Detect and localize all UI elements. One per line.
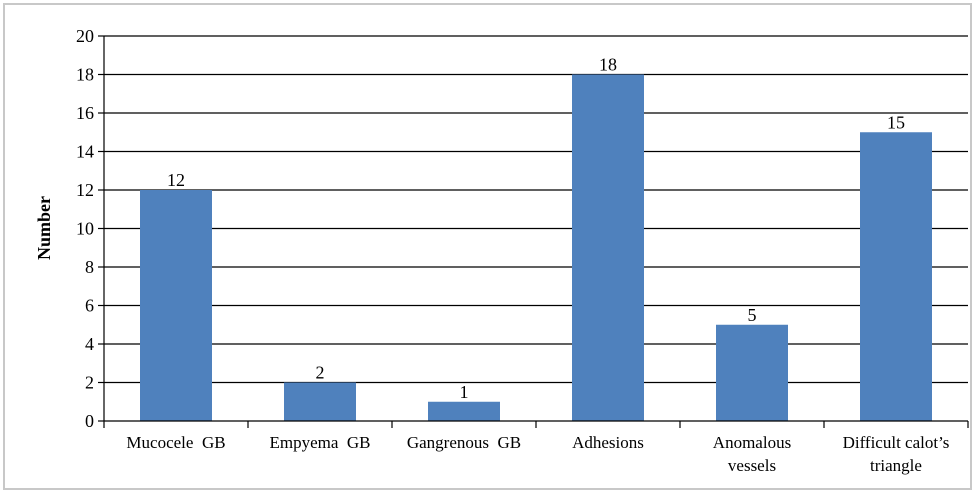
data-label: 15 [887, 112, 905, 132]
x-category-label-line: triangle [870, 456, 922, 475]
x-category-label-line: Difficult calot’s [843, 433, 950, 452]
data-label: 18 [599, 55, 617, 75]
y-tick-labels: 0 2 4 6 8 10 12 14 16 18 20 [76, 26, 94, 431]
y-tick-label: 10 [76, 219, 94, 239]
data-label: 12 [167, 170, 185, 190]
bar [716, 324, 788, 421]
data-labels: 12 2 1 18 5 15 [167, 55, 905, 402]
bar [428, 401, 500, 421]
data-label: 1 [460, 382, 469, 402]
x-category-label-line: Gangrenous GB [407, 433, 521, 452]
x-category-label-line: Adhesions [572, 433, 644, 452]
x-category-label-line: Anomalous [713, 433, 791, 452]
bar [860, 132, 932, 421]
x-category-label-line: vessels [728, 456, 776, 475]
x-category-label: Gangrenous GB [407, 433, 521, 452]
y-tick-label: 8 [85, 257, 94, 277]
y-tick-label: 0 [85, 411, 94, 431]
y-tick-label: 6 [85, 296, 94, 316]
bar [284, 382, 356, 421]
data-label: 2 [316, 363, 325, 383]
x-category-label: Anomalous vessels [713, 433, 791, 475]
bar [140, 190, 212, 421]
bars [140, 74, 932, 421]
x-category-label-line: Mucocele GB [126, 433, 225, 452]
x-category-label-line: Empyema GB [269, 433, 370, 452]
y-tick-label: 14 [76, 142, 94, 162]
y-tick-label: 16 [76, 103, 94, 123]
y-tick-label: 4 [85, 334, 94, 354]
data-label: 5 [748, 305, 757, 325]
x-category-label: Difficult calot’s triangle [843, 433, 950, 475]
bar [572, 74, 644, 421]
x-category-labels: Mucocele GB Empyema GB Gangrenous GB Adhesi… [126, 433, 949, 475]
x-category-label: Empyema GB [269, 433, 370, 452]
axes [98, 35, 969, 428]
x-category-label: Adhesions [572, 433, 644, 452]
y-axis-title: Number [34, 196, 54, 260]
y-tick-label: 2 [85, 373, 94, 393]
y-tick-label: 20 [76, 26, 94, 46]
y-tick-label: 12 [76, 180, 94, 200]
x-category-label: Mucocele GB [126, 433, 225, 452]
gridlines [104, 35, 968, 384]
y-tick-label: 18 [76, 65, 94, 85]
